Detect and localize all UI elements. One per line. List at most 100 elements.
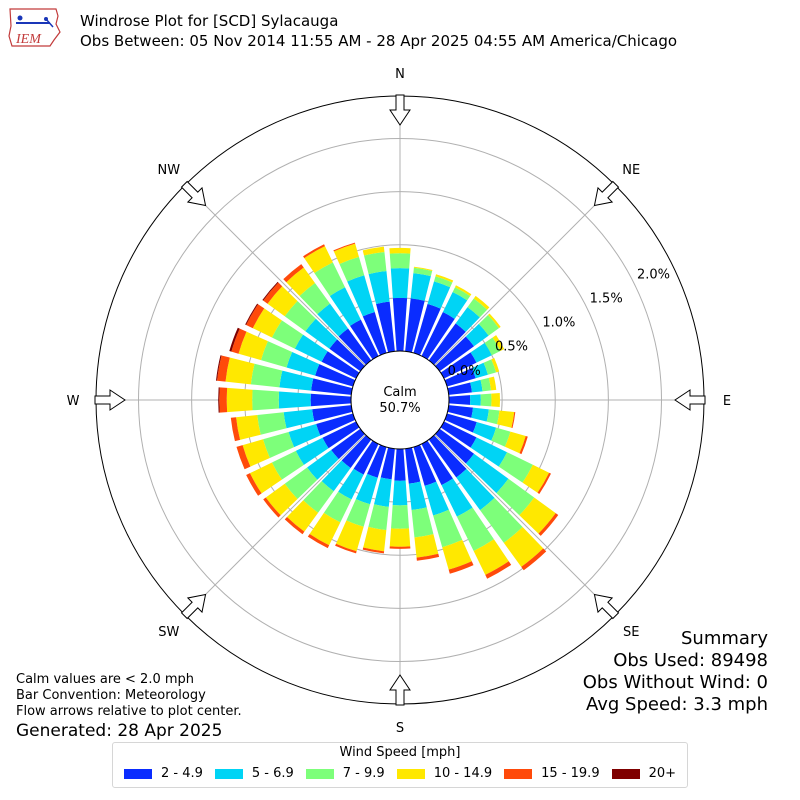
summary-block: Summary Obs Used: 89498 Obs Without Wind… <box>583 628 768 716</box>
wind-bar-segment <box>376 301 395 353</box>
legend-label: 20+ <box>648 766 677 781</box>
wind-bar-segment <box>427 281 451 309</box>
wind-bar-segment <box>329 339 365 372</box>
flow-arrow-icon <box>180 593 207 620</box>
legend-label: 10 - 14.9 <box>433 766 493 781</box>
wind-bar-segment <box>496 478 535 516</box>
wind-bar-segment <box>421 440 453 486</box>
wind-bar-segment <box>284 301 316 332</box>
wind-bar-segment <box>442 291 468 319</box>
wind-bar-segment <box>442 539 472 570</box>
wind-bar-segment <box>470 394 481 406</box>
wind-bar-segment <box>315 364 356 387</box>
legend-item: 7 - 9.9 <box>305 766 385 781</box>
wind-bar-segment <box>471 362 488 379</box>
direction-bar <box>218 387 352 413</box>
wind-bar-segment <box>480 377 491 392</box>
legend-label: 15 - 19.9 <box>541 766 600 781</box>
wind-bar-segment <box>484 337 501 356</box>
summary-avg-speed: Avg Speed: 3.3 mph <box>586 694 768 715</box>
direction-bar <box>405 266 433 353</box>
wind-bar-segment <box>350 319 379 360</box>
legend-swatch <box>305 768 334 779</box>
direction-bar <box>421 285 472 360</box>
wind-bar-segment <box>440 352 477 379</box>
wind-bar-segment <box>389 546 411 549</box>
wind-bar-segment <box>265 483 298 516</box>
wind-bar-segment <box>362 312 387 356</box>
wind-bar-segment <box>465 323 489 347</box>
wind-bar-segment <box>473 539 509 575</box>
wind-bar-segment <box>338 328 372 365</box>
wind-bar-segment <box>286 267 315 296</box>
wind-bar-segment <box>498 452 533 483</box>
flow-arrow-icon <box>180 180 207 207</box>
wind-bar-segment <box>286 351 320 376</box>
wind-bar-segment <box>487 313 501 329</box>
flow-arrows-note: Flow arrows relative to plot center. <box>16 704 242 719</box>
wind-bar-segment <box>405 298 425 353</box>
legend-item: 10 - 14.9 <box>396 766 493 781</box>
iem-logo: IEM <box>6 6 62 50</box>
wind-bar-segment <box>433 509 463 548</box>
wind-bar-segment <box>471 407 489 422</box>
radial-tick-label: 0.5% <box>495 340 528 355</box>
wind-bar-segment <box>470 437 508 467</box>
wind-bar-segment <box>455 285 472 296</box>
wind-bar-segment <box>456 507 494 551</box>
wind-bar-segment <box>303 481 334 513</box>
direction-bar <box>333 242 387 356</box>
legend-items: 2 - 4.9 5 - 6.9 7 - 9.9 10 - 14.9 15 - 19.9 2… <box>113 766 687 781</box>
wind-bar-segment <box>485 561 512 579</box>
direction-bar <box>448 393 500 407</box>
flow-arrow-icon <box>593 180 620 207</box>
wind-bar-segment <box>480 497 523 543</box>
generated-date: Generated: 28 Apr 2025 <box>16 721 223 741</box>
wind-bar-segment <box>374 477 392 507</box>
wind-bar-segment <box>283 409 315 429</box>
legend-item: 5 - 6.9 <box>214 766 294 781</box>
wind-bar-segment <box>333 242 356 252</box>
direction-bar <box>236 413 356 470</box>
wind-bar-segment <box>362 547 385 554</box>
wind-bar-segment <box>231 328 247 354</box>
wind-bar-segment <box>428 435 467 478</box>
wind-bar-segment <box>537 472 551 494</box>
direction-bar <box>362 447 395 554</box>
direction-bar <box>284 435 372 535</box>
wind-bar-segment <box>314 262 345 296</box>
wind-bar-segment <box>394 448 406 481</box>
wind-bar-segment <box>470 342 492 363</box>
wind-bar-segment <box>389 528 411 547</box>
wind-bar-segment <box>310 393 352 407</box>
wind-bar-segment <box>267 286 298 317</box>
flow-arrow-icon <box>389 674 411 706</box>
wind-bar-segment <box>435 336 475 372</box>
direction-bar <box>230 405 353 442</box>
wind-bar-segment <box>391 505 409 529</box>
direction-bar <box>413 444 474 574</box>
wind-bar-segment <box>249 462 282 494</box>
wind-bar-segment <box>447 382 472 395</box>
wind-bar-segment <box>238 331 268 361</box>
direction-bar <box>405 447 440 561</box>
wind-bar-segment <box>311 378 353 395</box>
direction-bar <box>447 405 516 429</box>
wind-bar-segment <box>225 357 255 385</box>
wind-bar-segment <box>488 376 497 391</box>
wind-bar-segment <box>262 281 279 301</box>
wind-bar-segment <box>448 395 471 405</box>
wind-bar-segment <box>416 553 440 561</box>
legend-swatch <box>396 768 425 779</box>
wind-bar-segment <box>413 303 441 356</box>
wind-bar-segment <box>303 244 325 259</box>
radial-tick-label: 0.0% <box>448 364 481 379</box>
wind-bar-segment <box>504 431 526 454</box>
wind-bar-segment <box>435 274 454 283</box>
wind-bar-segment <box>428 323 466 365</box>
wind-bar-segment <box>467 298 488 318</box>
legend-item: 15 - 19.9 <box>504 766 600 781</box>
radial-tick-label: 2.0% <box>637 267 670 282</box>
legend-swatch <box>214 768 243 779</box>
wind-bar-segment <box>341 435 372 469</box>
